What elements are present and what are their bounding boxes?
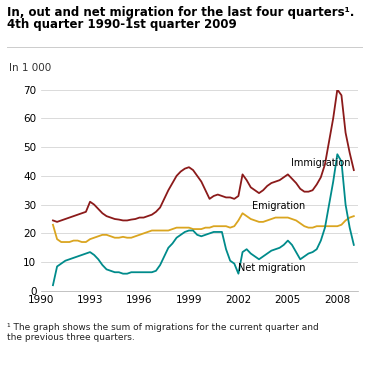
- Text: Net migration: Net migration: [238, 263, 306, 273]
- Text: Immigration: Immigration: [291, 158, 351, 168]
- Text: 4th quarter 1990-1st quarter 2009: 4th quarter 1990-1st quarter 2009: [7, 18, 237, 31]
- Text: ¹ The graph shows the sum of migrations for the current quarter and
the previous: ¹ The graph shows the sum of migrations …: [7, 323, 319, 342]
- Text: Emigration: Emigration: [252, 201, 305, 211]
- Text: In 1 000: In 1 000: [9, 63, 51, 73]
- Text: In, out and net migration for the last four quarters¹.: In, out and net migration for the last f…: [7, 6, 355, 19]
